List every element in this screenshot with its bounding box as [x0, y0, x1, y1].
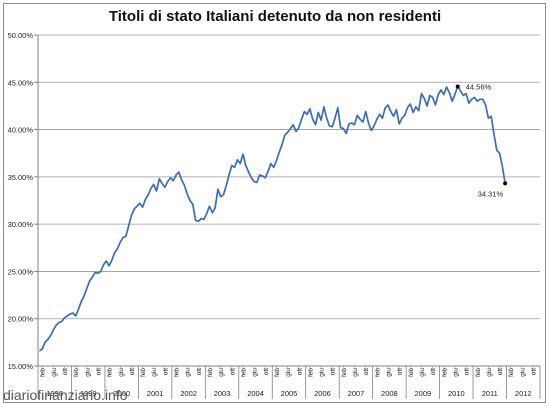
y-tick-label: 25.00% — [8, 267, 34, 276]
x-year-label: 2005 — [281, 389, 298, 398]
y-tick-label: 50.00% — [8, 31, 34, 40]
x-month-label: ott — [196, 368, 203, 375]
x-month-label: giu — [84, 368, 91, 377]
x-month-label: feb — [441, 368, 448, 377]
x-month-label: ott — [296, 368, 303, 375]
x-month-label: giu — [452, 368, 459, 377]
x-month-label: giu — [486, 368, 493, 377]
x-year-label: 2000 — [113, 389, 130, 398]
y-tick-label: 45.00% — [8, 78, 34, 87]
series-line — [38, 85, 506, 352]
x-month-label: feb — [240, 368, 247, 377]
y-tick-label: 30.00% — [8, 220, 34, 229]
x-year-label: 2010 — [448, 389, 465, 398]
x-month-label: giu — [352, 368, 359, 377]
data-label: 34.31% — [478, 189, 504, 198]
x-month-label: giu — [151, 368, 158, 377]
x-month-label: ott — [129, 368, 136, 375]
chart-frame — [3, 3, 546, 403]
x-year-label: 2002 — [180, 389, 197, 398]
x-month-label: giu — [51, 368, 58, 377]
x-year-label: 2009 — [415, 389, 432, 398]
x-month-label: feb — [307, 368, 314, 377]
x-year-label: 2006 — [314, 389, 331, 398]
x-month-label: feb — [140, 368, 147, 377]
x-year-label: 2003 — [214, 389, 231, 398]
x-month-label: giu — [419, 368, 426, 377]
watermark: diariofinanziario.info — [3, 387, 128, 403]
x-year-label: 2004 — [247, 389, 264, 398]
x-month-label: feb — [374, 368, 381, 377]
x-year-label: 2008 — [381, 389, 398, 398]
x-month-label: ott — [263, 368, 270, 375]
x-month-label: feb — [508, 368, 515, 377]
x-year-label: 2007 — [348, 389, 365, 398]
x-month-label: feb — [40, 368, 47, 377]
y-tick-label: 20.00% — [8, 315, 34, 324]
data-label: 44.56% — [466, 82, 492, 91]
x-year-label: 2012 — [515, 389, 532, 398]
x-month-label: ott — [497, 368, 504, 375]
x-month-label: feb — [274, 368, 281, 377]
x-month-label: ott — [430, 368, 437, 375]
chart-title: Titoli di stato Italiani detenuto da non… — [108, 8, 442, 25]
x-month-label: feb — [408, 368, 415, 377]
x-month-label: giu — [185, 368, 192, 377]
x-month-label: feb — [174, 368, 181, 377]
x-month-label: giu — [118, 368, 125, 377]
x-year-label: 2001 — [147, 389, 164, 398]
x-month-label: giu — [218, 368, 225, 377]
x-year-label: 1998 — [46, 389, 63, 398]
x-month-label: ott — [363, 368, 370, 375]
x-month-label: giu — [519, 368, 526, 377]
x-month-label: ott — [162, 368, 169, 375]
annotation-marker — [503, 181, 508, 186]
x-month-label: feb — [107, 368, 114, 377]
x-month-label: giu — [386, 368, 393, 377]
x-month-label: ott — [62, 368, 69, 375]
x-month-label: giu — [285, 368, 292, 377]
x-year-label: 2011 — [482, 389, 498, 398]
x-month-label: feb — [341, 368, 348, 377]
y-tick-label: 40.00% — [8, 126, 34, 135]
y-tick-label: 15.00% — [8, 362, 34, 371]
x-month-label: giu — [252, 368, 259, 377]
x-month-label: ott — [397, 368, 404, 375]
x-month-label: feb — [475, 368, 482, 377]
annotation-marker — [455, 84, 460, 89]
y-tick-label: 35.00% — [8, 173, 34, 182]
x-month-label: ott — [464, 368, 471, 375]
x-month-label: ott — [95, 368, 102, 375]
x-month-label: giu — [319, 368, 326, 377]
x-month-label: ott — [531, 368, 538, 375]
x-month-label: feb — [207, 368, 214, 377]
x-month-label: feb — [73, 368, 80, 377]
x-month-label: ott — [330, 368, 337, 375]
x-year-label: 1999 — [80, 389, 97, 398]
x-month-label: ott — [229, 368, 236, 375]
